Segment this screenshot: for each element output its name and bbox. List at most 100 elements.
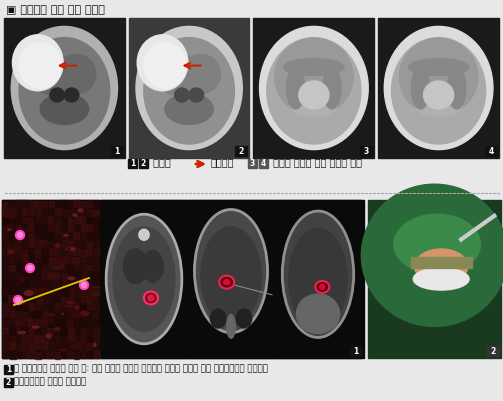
Text: 수술후 종양이 완전 제거된 모습: 수술후 종양이 완전 제거된 모습 <box>270 157 362 167</box>
Ellipse shape <box>287 67 305 109</box>
Bar <box>67 312 72 319</box>
Ellipse shape <box>411 67 430 109</box>
Bar <box>29 303 34 310</box>
Bar <box>36 311 41 318</box>
Bar <box>3 263 8 270</box>
Bar <box>15 249 21 255</box>
Bar <box>68 288 74 295</box>
Bar <box>16 225 22 232</box>
Bar <box>23 328 28 334</box>
Ellipse shape <box>424 81 454 109</box>
Bar <box>75 320 80 327</box>
Bar <box>55 249 60 255</box>
Ellipse shape <box>413 268 469 290</box>
Ellipse shape <box>156 53 198 95</box>
Bar <box>43 296 48 303</box>
Bar <box>16 304 22 311</box>
Bar <box>10 288 15 295</box>
Ellipse shape <box>16 231 25 239</box>
Bar <box>61 256 66 263</box>
Bar <box>87 319 92 326</box>
Bar <box>56 241 61 248</box>
Bar <box>73 232 78 239</box>
Bar <box>10 265 15 271</box>
Bar <box>54 272 60 278</box>
Bar <box>55 218 61 224</box>
Bar <box>10 272 16 279</box>
Bar <box>17 297 23 304</box>
Bar <box>55 225 60 231</box>
Bar <box>80 255 86 262</box>
Bar <box>74 272 80 279</box>
Bar <box>48 201 54 207</box>
Bar <box>3 336 8 342</box>
Bar <box>129 18 249 158</box>
Bar <box>3 209 8 216</box>
Bar <box>68 328 73 334</box>
Bar <box>28 217 33 224</box>
Bar <box>3 351 8 358</box>
Bar <box>36 273 42 279</box>
Bar <box>41 303 47 310</box>
Bar <box>10 343 15 349</box>
Bar <box>42 327 47 334</box>
Bar <box>42 208 47 215</box>
Ellipse shape <box>63 235 68 236</box>
Bar <box>111 146 123 156</box>
Bar <box>139 159 148 168</box>
Ellipse shape <box>18 233 23 237</box>
Bar <box>42 217 47 224</box>
Bar <box>73 342 79 349</box>
Bar <box>73 311 78 318</box>
Bar <box>16 233 22 240</box>
Ellipse shape <box>260 26 368 150</box>
Bar <box>41 248 46 255</box>
Bar <box>68 264 73 271</box>
Bar <box>87 241 93 248</box>
Bar <box>11 256 16 263</box>
Ellipse shape <box>61 313 64 315</box>
Ellipse shape <box>13 35 63 91</box>
Bar <box>80 201 86 208</box>
Bar <box>88 328 93 334</box>
Bar <box>41 255 47 262</box>
Ellipse shape <box>91 287 101 288</box>
Text: 4: 4 <box>261 159 266 168</box>
Bar <box>487 346 499 356</box>
Bar <box>29 288 35 294</box>
Bar <box>36 280 41 287</box>
Bar <box>88 343 93 350</box>
Ellipse shape <box>79 281 89 290</box>
Bar <box>4 378 13 387</box>
Ellipse shape <box>302 88 338 116</box>
Bar <box>10 241 15 247</box>
Bar <box>60 344 66 350</box>
Ellipse shape <box>427 88 463 116</box>
Bar <box>67 280 73 287</box>
Bar <box>4 18 125 158</box>
Bar <box>2 200 99 358</box>
Ellipse shape <box>86 282 88 284</box>
Ellipse shape <box>182 55 220 93</box>
Bar <box>16 352 21 358</box>
Bar <box>35 335 41 342</box>
Ellipse shape <box>91 293 99 296</box>
Ellipse shape <box>136 26 242 150</box>
Bar <box>80 216 86 223</box>
Bar <box>29 241 34 247</box>
Ellipse shape <box>11 26 118 150</box>
Bar <box>35 352 41 358</box>
Ellipse shape <box>142 251 163 282</box>
Bar <box>48 272 54 279</box>
Bar <box>55 327 61 334</box>
Bar <box>22 249 28 256</box>
Bar <box>95 327 100 334</box>
Bar <box>30 257 35 263</box>
Bar <box>48 280 54 287</box>
Ellipse shape <box>8 215 16 218</box>
Bar <box>88 297 93 303</box>
Bar <box>3 232 8 239</box>
Ellipse shape <box>201 227 261 325</box>
Ellipse shape <box>399 38 478 115</box>
Bar <box>36 296 42 303</box>
